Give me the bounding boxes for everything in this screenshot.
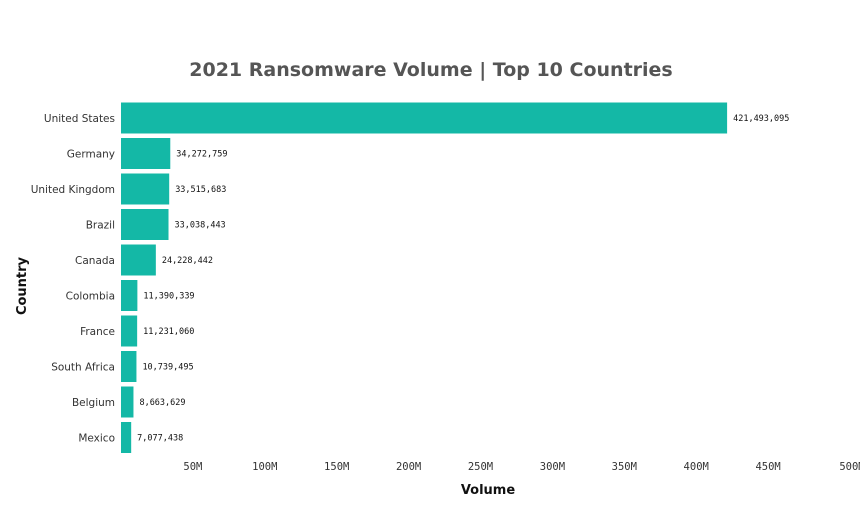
data-label: 11,390,339: [143, 292, 194, 302]
x-tick-label: 150M: [324, 461, 349, 473]
x-tick-label: 250M: [468, 461, 493, 473]
category-label: Colombia: [66, 291, 115, 303]
bar-belgium: [121, 386, 134, 418]
x-axis-title: Volume: [461, 483, 516, 498]
bar-france: [121, 315, 138, 347]
bars-group: [121, 102, 728, 453]
x-tick-label: 100M: [252, 461, 277, 473]
bar-united-kingdom: [121, 173, 170, 205]
chart-title: 2021 Ransomware Volume | Top 10 Countrie…: [189, 59, 672, 81]
category-label: United States: [44, 113, 115, 125]
category-labels: United States Germany United Kingdom Brazil…: [31, 113, 115, 445]
bar-united-states: [121, 102, 728, 134]
y-axis-title: Country: [15, 256, 30, 315]
x-tick-label: 500M: [839, 461, 860, 473]
category-label: Brazil: [86, 220, 115, 232]
data-label: 33,515,683: [175, 185, 226, 195]
category-label: Germany: [67, 149, 115, 161]
x-axis-ticks: 50M 100M 150M 200M 250M 300M 350M 400M 450M 500M: [183, 461, 860, 473]
x-tick-label: 400M: [684, 461, 709, 473]
x-tick-label: 300M: [540, 461, 565, 473]
category-label: United Kingdom: [31, 184, 115, 196]
bar-canada: [121, 244, 156, 276]
data-label: 421,493,095: [733, 114, 789, 124]
data-label: 8,663,629: [139, 398, 185, 408]
data-label: 33,038,443: [175, 221, 226, 231]
category-label: France: [80, 326, 115, 338]
x-tick-label: 350M: [612, 461, 637, 473]
data-labels: 421,493,095 34,272,759 33,515,683 33,038,44…: [137, 114, 789, 444]
data-label: 10,739,495: [142, 363, 193, 373]
x-tick-label: 200M: [396, 461, 421, 473]
x-tick-label: 450M: [755, 461, 780, 473]
x-tick-label: 50M: [183, 461, 202, 473]
data-label: 24,228,442: [162, 256, 213, 266]
data-label: 34,272,759: [176, 150, 227, 160]
category-label: Canada: [75, 255, 115, 267]
category-label: Mexico: [78, 433, 115, 445]
bar-colombia: [121, 280, 138, 311]
category-label: South Africa: [51, 362, 115, 374]
data-label: 7,077,438: [137, 434, 183, 444]
bar-brazil: [121, 209, 169, 240]
category-label: Belgium: [72, 397, 115, 409]
data-label: 11,231,060: [143, 327, 194, 337]
bar-mexico: [121, 422, 132, 453]
bar-south-africa: [121, 351, 137, 382]
bar-germany: [121, 138, 171, 169]
